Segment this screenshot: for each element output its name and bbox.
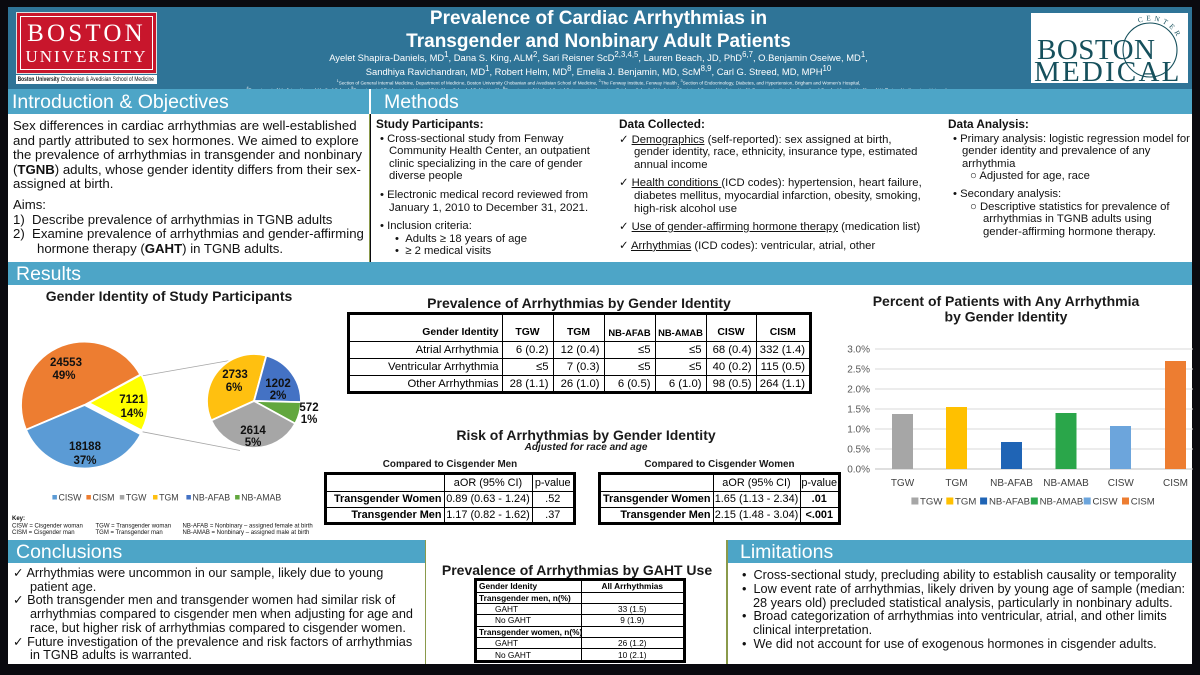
svg-text:5%: 5% bbox=[245, 437, 262, 449]
svg-text:NB-AMAB: NB-AMAB bbox=[1043, 478, 1089, 489]
svg-text:37%: 37% bbox=[73, 455, 96, 467]
svg-text:CISW: CISW bbox=[59, 493, 83, 503]
svg-text:NB-AMAB = Nonbinary – assigned: NB-AMAB = Nonbinary – assigned male at b… bbox=[183, 530, 310, 536]
svg-text:49%: 49% bbox=[52, 370, 75, 382]
svg-text:1.0%: 1.0% bbox=[847, 425, 870, 436]
svg-text:TGW: TGW bbox=[920, 497, 943, 508]
svg-text:1.5%: 1.5% bbox=[847, 405, 870, 416]
svg-text:Key:: Key: bbox=[12, 516, 25, 522]
svg-text:TGM: TGM bbox=[945, 478, 967, 489]
svg-text:7121: 7121 bbox=[119, 394, 145, 406]
svg-text:TGM: TGM bbox=[955, 497, 976, 508]
svg-text:0.5%: 0.5% bbox=[847, 445, 870, 456]
svg-text:CISM: CISM bbox=[1163, 478, 1188, 489]
svg-text:NB-AMAB: NB-AMAB bbox=[1040, 497, 1084, 508]
svg-text:0.0%: 0.0% bbox=[847, 465, 870, 476]
svg-text:TGW: TGW bbox=[891, 478, 915, 489]
svg-text:NB-AFAB: NB-AFAB bbox=[989, 497, 1030, 508]
svg-text:TGM: TGM bbox=[159, 493, 179, 503]
svg-text:NB-AFAB = Nonbinary – assigned: NB-AFAB = Nonbinary – assigned female at… bbox=[183, 523, 313, 529]
svg-text:2.0%: 2.0% bbox=[847, 385, 870, 396]
svg-text:572: 572 bbox=[299, 402, 318, 414]
svg-text:TGW = Transgender woman: TGW = Transgender woman bbox=[96, 523, 172, 529]
svg-text:18188: 18188 bbox=[69, 441, 102, 453]
svg-text:2614: 2614 bbox=[240, 425, 266, 437]
svg-text:3.0%: 3.0% bbox=[847, 345, 870, 356]
svg-text:1%: 1% bbox=[301, 414, 318, 426]
svg-text:TGM = Transgender man: TGM = Transgender man bbox=[96, 530, 163, 536]
svg-text:NB-AFAB: NB-AFAB bbox=[990, 478, 1033, 489]
svg-text:CISM = Cisgender man: CISM = Cisgender man bbox=[12, 530, 75, 536]
svg-text:CISW = Cisgender woman: CISW = Cisgender woman bbox=[12, 523, 83, 529]
svg-text:BOSTON: BOSTON bbox=[1037, 34, 1156, 66]
svg-text:1202: 1202 bbox=[265, 378, 291, 390]
svg-text:CISM: CISM bbox=[1131, 497, 1155, 508]
svg-text:2733: 2733 bbox=[222, 369, 248, 381]
svg-text:TGW: TGW bbox=[126, 493, 147, 503]
svg-text:NB-AFAB: NB-AFAB bbox=[193, 493, 231, 503]
svg-text:CISM: CISM bbox=[93, 493, 115, 503]
svg-text:2%: 2% bbox=[270, 390, 287, 402]
svg-text:MEDICAL: MEDICAL bbox=[1034, 56, 1182, 83]
svg-text:by Gender Identity: by Gender Identity bbox=[945, 309, 1068, 325]
svg-text:6%: 6% bbox=[226, 382, 243, 394]
svg-text:CISW: CISW bbox=[1108, 478, 1135, 489]
svg-text:CISW: CISW bbox=[1093, 497, 1119, 508]
svg-text:14%: 14% bbox=[120, 408, 143, 420]
svg-text:Percent of Patients with Any A: Percent of Patients with Any Arrhythmia bbox=[873, 293, 1140, 309]
svg-text:24553: 24553 bbox=[50, 357, 82, 369]
svg-text:NB-AMAB: NB-AMAB bbox=[241, 493, 281, 503]
svg-text:2.5%: 2.5% bbox=[847, 365, 870, 376]
